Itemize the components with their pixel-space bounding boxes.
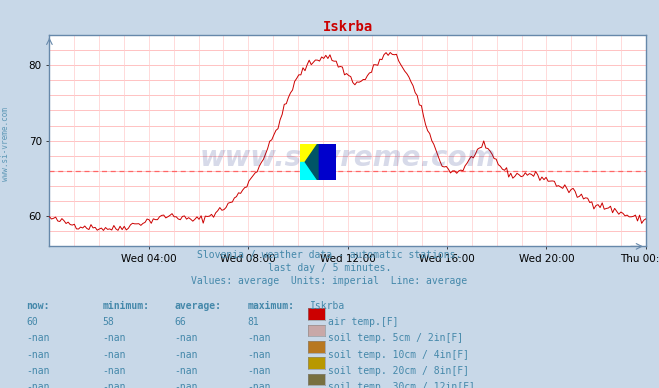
Text: Values: average  Units: imperial  Line: average: Values: average Units: imperial Line: av… xyxy=(191,276,468,286)
Text: 58: 58 xyxy=(102,317,114,327)
Text: -nan: -nan xyxy=(102,333,126,343)
Text: -nan: -nan xyxy=(175,333,198,343)
Text: -nan: -nan xyxy=(102,350,126,360)
Text: -nan: -nan xyxy=(247,350,271,360)
Text: -nan: -nan xyxy=(247,366,271,376)
Text: soil temp. 5cm / 2in[F]: soil temp. 5cm / 2in[F] xyxy=(328,333,463,343)
Text: -nan: -nan xyxy=(26,333,50,343)
Text: www.si-vreme.com: www.si-vreme.com xyxy=(1,107,10,180)
Polygon shape xyxy=(305,144,318,180)
Bar xyxy=(318,144,336,180)
Text: minimum:: minimum: xyxy=(102,301,149,311)
Bar xyxy=(300,162,318,180)
Text: average:: average: xyxy=(175,301,221,311)
Text: -nan: -nan xyxy=(26,350,50,360)
Text: -nan: -nan xyxy=(175,366,198,376)
Text: 60: 60 xyxy=(26,317,38,327)
Text: 81: 81 xyxy=(247,317,259,327)
Text: -nan: -nan xyxy=(247,333,271,343)
Text: Iskrba: Iskrba xyxy=(310,301,345,311)
Title: Iskrba: Iskrba xyxy=(322,20,373,34)
Text: maximum:: maximum: xyxy=(247,301,294,311)
Text: -nan: -nan xyxy=(247,382,271,388)
Text: now:: now: xyxy=(26,301,50,311)
Text: last day / 5 minutes.: last day / 5 minutes. xyxy=(268,263,391,273)
Text: www.si-vreme.com: www.si-vreme.com xyxy=(200,144,496,171)
Text: -nan: -nan xyxy=(26,366,50,376)
Text: -nan: -nan xyxy=(175,350,198,360)
Text: -nan: -nan xyxy=(102,366,126,376)
Text: Slovenia / weather data - automatic stations.: Slovenia / weather data - automatic stat… xyxy=(197,250,462,260)
Bar xyxy=(300,144,318,162)
Text: 66: 66 xyxy=(175,317,186,327)
Text: soil temp. 20cm / 8in[F]: soil temp. 20cm / 8in[F] xyxy=(328,366,469,376)
Text: soil temp. 10cm / 4in[F]: soil temp. 10cm / 4in[F] xyxy=(328,350,469,360)
Text: -nan: -nan xyxy=(175,382,198,388)
Text: air temp.[F]: air temp.[F] xyxy=(328,317,399,327)
Text: soil temp. 30cm / 12in[F]: soil temp. 30cm / 12in[F] xyxy=(328,382,475,388)
Text: -nan: -nan xyxy=(102,382,126,388)
Text: -nan: -nan xyxy=(26,382,50,388)
